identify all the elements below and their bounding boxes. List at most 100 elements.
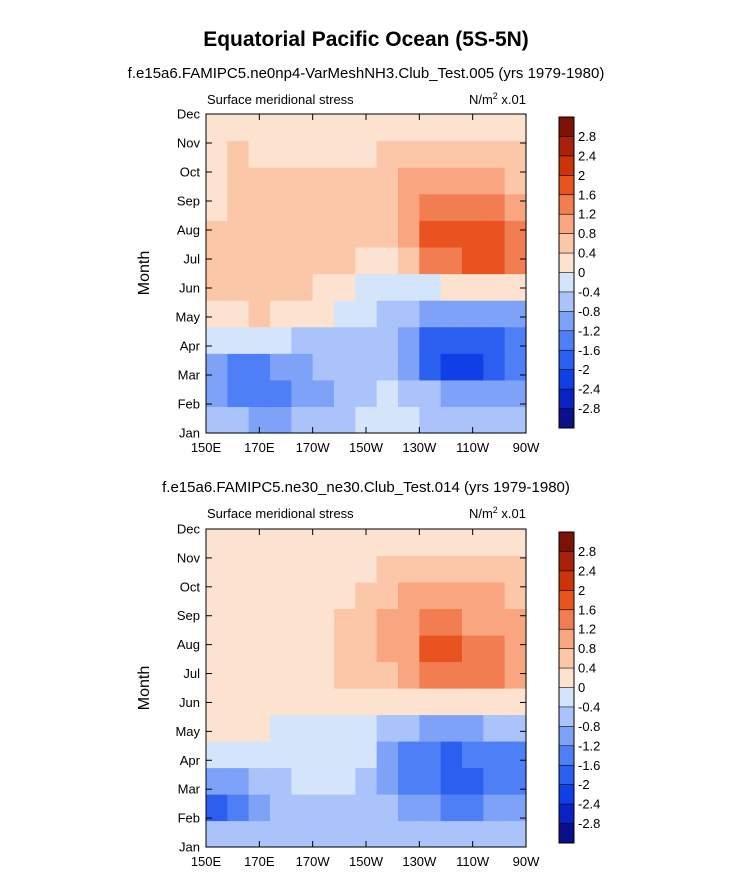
colorbar-swatch [559, 745, 574, 766]
y-tick-label: Apr [180, 339, 201, 354]
heatmap-cell [312, 406, 335, 434]
heatmap-cell [483, 300, 506, 328]
heatmap-cell [504, 555, 527, 583]
x-tick-label: 130W [402, 440, 437, 455]
heatmap-cell [483, 767, 506, 795]
y-tick-label: Mar [178, 368, 201, 383]
heatmap-cell [440, 167, 463, 195]
heatmap-cell [227, 140, 250, 168]
heatmap-cell [419, 140, 442, 168]
heatmap-cell [419, 114, 442, 142]
colorbar-label: 2 [578, 583, 585, 598]
heatmap-cell [483, 582, 506, 610]
heatmap-cell [270, 582, 292, 610]
heatmap-cell [206, 114, 228, 142]
heatmap-cell [376, 114, 399, 142]
heatmap-cell [227, 555, 250, 583]
colorbar-swatch [559, 136, 574, 157]
heatmap-cell [355, 326, 378, 354]
colorbar-label: -1.2 [578, 738, 600, 753]
heatmap-cell [440, 767, 463, 795]
heatmap-cell [248, 794, 271, 822]
heatmap-cell [483, 635, 506, 663]
heatmap-cell [227, 608, 250, 636]
colorbar-label: 1.2 [578, 622, 596, 637]
heatmap-cell [398, 635, 420, 663]
y-tick-label: Aug [177, 637, 200, 652]
y-tick-label: May [175, 310, 200, 325]
heatmap-cell [291, 114, 314, 142]
colorbar-label: 0.8 [578, 226, 596, 241]
heatmap-cell [312, 220, 335, 248]
heatmap-cell [355, 167, 378, 195]
heatmap-cell [462, 714, 484, 742]
heatmap-cell [334, 300, 356, 328]
heatmap-cell [227, 529, 250, 557]
heatmap-cell [334, 529, 356, 557]
panel-2-units-sup: 2 [493, 505, 498, 515]
heatmap-cell [398, 529, 420, 557]
heatmap-cell [227, 273, 250, 301]
heatmap-cell [312, 273, 335, 301]
colorbar-swatch [559, 175, 574, 196]
heatmap-cell [376, 661, 399, 689]
heatmap-cell [462, 193, 484, 221]
heatmap-cell [312, 820, 335, 848]
heatmap-cell [419, 379, 442, 408]
heatmap-cell [440, 220, 463, 248]
heatmap-cell [504, 300, 527, 328]
heatmap-cell [504, 688, 527, 716]
heatmap-cell [398, 608, 420, 636]
y-tick-label: Nov [177, 136, 201, 151]
heatmap-cell [291, 193, 314, 221]
heatmap-cell [355, 688, 378, 716]
y-tick-label: Mar [178, 782, 201, 797]
heatmap-cell [312, 555, 335, 583]
heatmap-cell [312, 167, 335, 195]
heatmap-cell [312, 582, 335, 610]
heatmap-cell [355, 379, 378, 408]
heatmap-cell [419, 714, 442, 742]
heatmap-cell [206, 406, 228, 434]
heatmap-cell [355, 741, 378, 769]
colorbar-swatch [559, 823, 574, 844]
heatmap-cell [504, 714, 527, 742]
heatmap-cell [334, 114, 356, 142]
x-tick-label: 150W [349, 440, 384, 455]
y-tick-label: Jun [179, 281, 200, 296]
heatmap-cell [376, 326, 399, 354]
heatmap-cell [270, 714, 292, 742]
heatmap-cell [398, 167, 420, 195]
heatmap-cell [227, 794, 250, 822]
heatmap-cell [419, 661, 442, 689]
heatmap-cell [504, 273, 527, 301]
heatmap-cell [462, 246, 484, 275]
heatmap-cell [227, 635, 250, 663]
heatmap-cell [248, 688, 271, 716]
heatmap-cell [376, 529, 399, 557]
heatmap-cell [504, 661, 527, 689]
panel-2: f.e15a6.FAMIPC5.ne30_ne30.Club_Test.014 … [136, 479, 600, 869]
heatmap-cell [483, 406, 506, 434]
heatmap-cell [270, 353, 292, 381]
heatmap-cell [440, 353, 463, 381]
colorbar-swatch [559, 389, 574, 409]
heatmap-cell [334, 193, 356, 221]
colorbar-label: -0.8 [578, 719, 600, 734]
heatmap-cell [355, 794, 378, 822]
heatmap-cell [355, 714, 378, 742]
heatmap-cell [483, 326, 506, 354]
panel-1-ylabel: Month [136, 251, 153, 295]
heatmap-cell [227, 326, 250, 354]
heatmap-cell [206, 767, 228, 795]
colorbar-label: -0.4 [578, 284, 600, 299]
heatmap-cell [462, 635, 484, 663]
panel-2-units-label: N/m2 x.01 [469, 505, 526, 521]
heatmap-cell [355, 353, 378, 381]
heatmap-cell [291, 582, 314, 610]
heatmap-cell [312, 635, 335, 663]
heatmap-cell [270, 767, 292, 795]
heatmap-cell [376, 555, 399, 583]
colorbar-label: 2.8 [578, 544, 596, 559]
colorbar-swatch [559, 214, 574, 235]
